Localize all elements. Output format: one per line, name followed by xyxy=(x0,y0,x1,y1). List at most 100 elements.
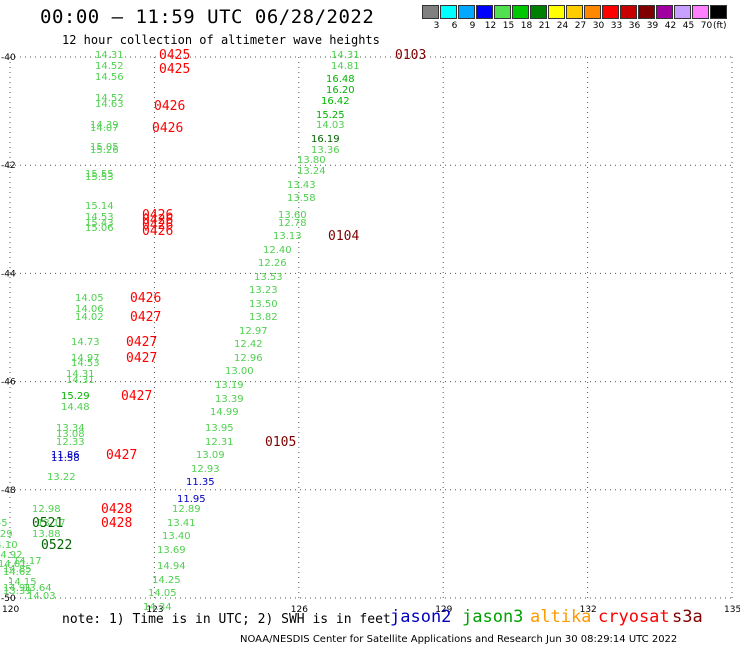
wave-height-value: 13.17 xyxy=(37,518,66,529)
wave-height-value: 12.93 xyxy=(191,464,220,475)
pass-time-tag: 0427 xyxy=(106,448,138,463)
wave-height-value: 14.48 xyxy=(61,402,90,413)
lat-tick-label: -50 xyxy=(1,594,16,604)
wave-height-value: 13.88 xyxy=(32,529,61,540)
wave-height-value: 14.15 xyxy=(8,577,37,588)
wave-height-value: 13.40 xyxy=(162,531,191,542)
wave-height-value: 13.22 xyxy=(47,472,76,483)
wave-height-value: 13.58 xyxy=(287,193,316,204)
wave-height-value: 13.39 xyxy=(3,586,32,597)
legend-unit: (ft) xyxy=(713,21,727,31)
pass-time-tag: 0427 xyxy=(130,310,162,325)
wave-height-value: 12.78 xyxy=(278,218,307,229)
wave-height-value: 13.09 xyxy=(196,450,225,461)
wave-height-value: 13.64 xyxy=(23,583,52,594)
legend-swatch xyxy=(638,5,655,19)
wave-height-value: 13.53 xyxy=(254,272,283,283)
wave-height-value: 13.19 xyxy=(215,380,244,391)
legend-label: 12 xyxy=(484,21,497,31)
legend-swatch xyxy=(566,5,583,19)
satellite-s3a: s3a xyxy=(672,607,703,627)
legend-label: 15 xyxy=(502,21,515,31)
satellite-altika: altika xyxy=(530,607,592,627)
wave-height-value: 14.07 xyxy=(90,123,119,134)
satellite-jason2: jason2 xyxy=(390,607,452,627)
wave-height-value: 14.31 xyxy=(331,50,360,61)
legend-label: 45 xyxy=(682,21,695,31)
legend-label: 21 xyxy=(538,21,551,31)
wave-height-value: 14.97 xyxy=(71,353,100,364)
wave-height-value: 15.29 xyxy=(61,391,90,402)
wave-height-value: 12.42 xyxy=(234,339,263,350)
legend-swatch xyxy=(620,5,637,19)
wave-height-value: 12.96 xyxy=(234,353,263,364)
wave-height-value: 16.20 xyxy=(326,85,355,96)
wave-height-value: 13.23 xyxy=(249,285,278,296)
wave-height-value: 14.62 xyxy=(3,567,32,578)
pass-time-tag: 0427 xyxy=(126,335,158,350)
pass-time-tag: 0426 xyxy=(142,213,174,228)
wave-height-value: 14.10 xyxy=(0,540,18,551)
legend-label: 33 xyxy=(610,21,623,31)
wave-height-value: 12.98 xyxy=(32,504,61,515)
legend-swatch xyxy=(692,5,709,19)
wave-height-value: 13.55 xyxy=(0,518,8,529)
lon-tick-label: 126 xyxy=(291,605,308,615)
wave-height-value: 11.58 xyxy=(51,453,80,464)
wave-height-value: 14.53 xyxy=(71,358,100,369)
wave-height-value: 13.69 xyxy=(157,545,186,556)
wave-height-value: 13.39 xyxy=(215,394,244,405)
wave-height-value: 14.63 xyxy=(95,99,124,110)
legend-swatch xyxy=(710,5,727,19)
wave-height-value: 14.06 xyxy=(75,304,104,315)
legend-label: 42 xyxy=(664,21,677,31)
lat-tick-label: -46 xyxy=(1,378,16,388)
lat-tick-label: -44 xyxy=(1,269,16,279)
legend-swatch xyxy=(440,5,457,19)
wave-height-value: 15.05 xyxy=(90,142,119,153)
wave-height-value: 13.41 xyxy=(167,518,196,529)
page-subtitle: 12 hour collection of altimeter wave hei… xyxy=(62,33,380,47)
pass-time-tag: 0104 xyxy=(328,229,360,244)
wave-height-value: 13.80 xyxy=(297,155,326,166)
lat-tick-label: -40 xyxy=(1,53,16,63)
pass-time-tag: 0426 xyxy=(130,291,162,306)
wave-height-value: 13.00 xyxy=(225,366,254,377)
legend-label: 36 xyxy=(628,21,641,31)
wave-height-value: 14.05 xyxy=(75,293,104,304)
wave-height-value: 12.97 xyxy=(239,326,268,337)
wave-height-value: 11.95 xyxy=(177,494,206,505)
wave-height-value: 15.43 xyxy=(85,218,114,229)
wave-height-value: 16.48 xyxy=(326,74,355,85)
wave-height-value: 14.31 xyxy=(95,50,124,61)
satellite-cryosat: cryosat xyxy=(598,607,670,627)
wave-height-value: 13.43 xyxy=(287,180,316,191)
legend-swatch xyxy=(602,5,619,19)
pass-time-tag: 0427 xyxy=(126,351,158,366)
legend-swatch xyxy=(656,5,673,19)
legend-swatch xyxy=(458,5,475,19)
wave-height-value: 13.95 xyxy=(205,423,234,434)
satellite-jason3: jason3 xyxy=(462,607,524,627)
wave-height-value: 12.31 xyxy=(205,437,234,448)
wave-height-value: 14.01 xyxy=(0,559,27,570)
wave-height-value: 14.85 xyxy=(3,564,32,575)
wave-height-value: 14.05 xyxy=(148,588,177,599)
wave-height-value: 14.99 xyxy=(210,407,239,418)
wave-height-value: 14.39 xyxy=(90,120,119,131)
wave-height-value: 12.89 xyxy=(172,504,201,515)
wave-height-value: 15.25 xyxy=(316,110,345,121)
wave-height-value: 13.13 xyxy=(273,231,302,242)
legend-swatch xyxy=(512,5,529,19)
wave-height-value: 14.73 xyxy=(71,337,100,348)
wave-height-value: 13.60 xyxy=(278,210,307,221)
wave-height-value: 14.03 xyxy=(27,591,56,602)
pass-time-tag: 0522 xyxy=(41,538,73,553)
wave-height-value: 14.56 xyxy=(95,72,124,83)
wave-height-value: 12.40 xyxy=(263,245,292,256)
pass-time-tag: 0426 xyxy=(142,218,174,233)
lat-tick-label: -42 xyxy=(1,161,16,171)
wave-height-value: 13.36 xyxy=(311,145,340,156)
wave-height-value: 15.14 xyxy=(85,201,114,212)
